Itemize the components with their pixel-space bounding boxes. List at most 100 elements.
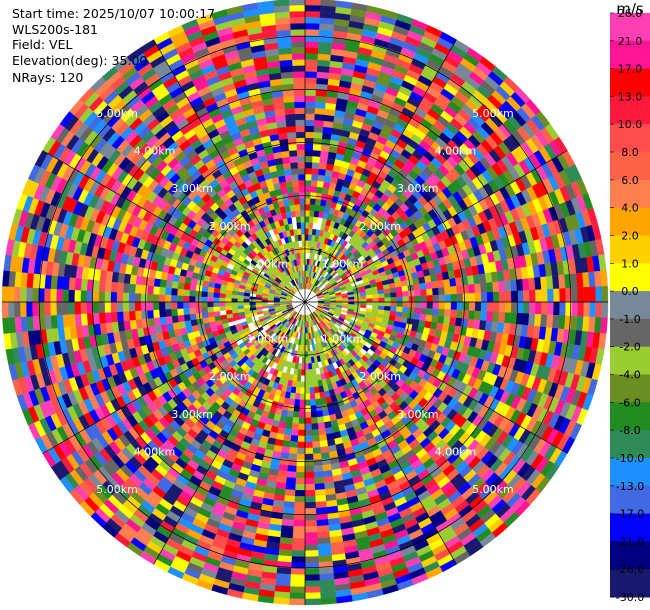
gate (313, 125, 324, 133)
gate (595, 301, 603, 318)
gate (288, 398, 295, 406)
gate (128, 283, 136, 294)
gate (400, 280, 408, 287)
gate (304, 65, 318, 72)
gate (56, 314, 64, 329)
gate (7, 301, 15, 318)
gate (384, 297, 391, 303)
gate (146, 293, 154, 303)
gate (116, 282, 124, 293)
gate (318, 162, 328, 170)
gate (384, 292, 391, 298)
gate (553, 301, 560, 316)
gate (62, 314, 70, 328)
gate (128, 292, 136, 303)
gate (318, 168, 327, 176)
gate (504, 301, 512, 313)
gate (171, 280, 179, 289)
gate (437, 279, 445, 289)
gate (189, 283, 197, 291)
gate (177, 288, 184, 296)
gate (304, 495, 316, 503)
gate (438, 308, 445, 317)
gate (249, 301, 256, 306)
gate (177, 308, 184, 316)
gate (289, 592, 306, 600)
gate (535, 289, 542, 303)
gate (510, 279, 518, 292)
gate (420, 295, 428, 303)
gate (372, 294, 379, 299)
gate (304, 246, 309, 253)
gate (318, 555, 333, 563)
gate (104, 312, 112, 324)
gate (517, 301, 524, 314)
gate (304, 191, 311, 199)
ray (315, 111, 551, 295)
gate (201, 312, 209, 319)
gate (153, 317, 161, 326)
gate (122, 301, 130, 312)
gate (390, 297, 397, 303)
gate (50, 314, 58, 329)
gate (311, 429, 320, 436)
gate (189, 307, 196, 315)
gate (292, 532, 306, 539)
gate (600, 270, 608, 287)
gate (432, 308, 439, 317)
gate (201, 306, 208, 314)
gate (304, 514, 317, 521)
gate (278, 549, 293, 557)
gate (134, 301, 142, 312)
gate (443, 278, 451, 288)
gate (444, 294, 452, 303)
gate (589, 301, 597, 318)
ray (308, 9, 399, 290)
gate (304, 185, 312, 193)
gate (98, 280, 106, 292)
gate (450, 293, 458, 303)
gate (201, 301, 208, 308)
gate (383, 288, 391, 294)
gate (301, 351, 306, 358)
gate (316, 65, 330, 73)
gate (372, 301, 379, 307)
gate (286, 410, 294, 418)
gate (213, 297, 220, 303)
gate (396, 301, 403, 308)
gate (390, 306, 397, 312)
ray (307, 5, 384, 290)
gate (122, 282, 130, 293)
gate (110, 291, 118, 303)
gate (304, 22, 320, 30)
gate (318, 428, 327, 436)
gate (159, 278, 167, 288)
gate (310, 405, 317, 412)
gate (320, 446, 329, 454)
gate (177, 281, 185, 290)
gate (281, 446, 290, 454)
gate (304, 351, 309, 358)
gate (419, 282, 427, 291)
gate (315, 495, 327, 503)
gate (304, 520, 317, 527)
gate (285, 416, 294, 424)
gate (25, 287, 33, 303)
gate (68, 277, 76, 291)
gate (601, 285, 609, 303)
gate (492, 281, 500, 293)
gate (128, 301, 136, 312)
gate (317, 543, 332, 551)
gate (315, 398, 322, 406)
gate (295, 471, 306, 479)
gate (317, 53, 332, 61)
gate (425, 314, 433, 323)
gate (219, 297, 226, 303)
gate (595, 286, 603, 303)
gate (104, 291, 112, 303)
gate (165, 279, 173, 289)
gate (304, 399, 311, 406)
gate (402, 290, 409, 298)
gate (164, 301, 172, 310)
gate (313, 465, 323, 473)
